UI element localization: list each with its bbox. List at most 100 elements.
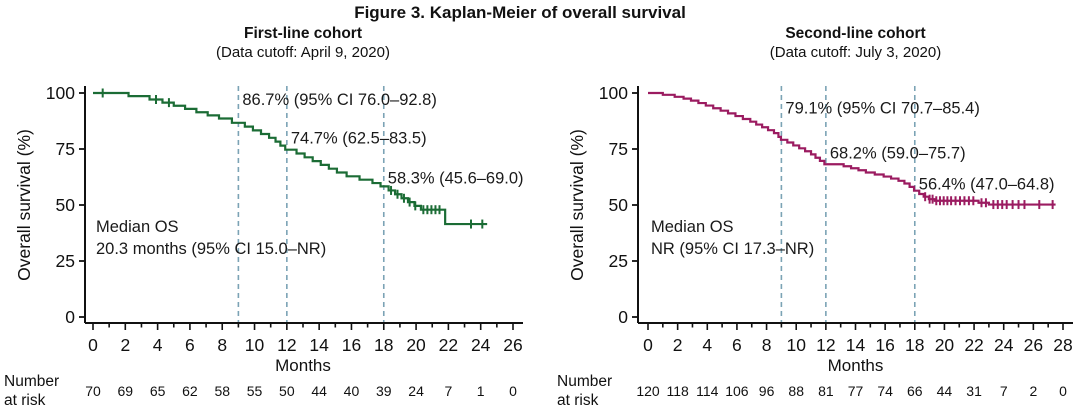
number-at-risk-value: 44 — [311, 383, 327, 399]
number-at-risk-value: 65 — [150, 383, 166, 399]
panel-second-line: Second-line cohort (Data cutoff: July 3,… — [540, 0, 1080, 414]
cohort-title: Second-line cohort — [785, 25, 926, 42]
number-at-risk-value: 70 — [85, 383, 101, 399]
landmark-label: 68.2% (59.0–75.7) — [830, 145, 966, 163]
number-at-risk-value: 88 — [788, 383, 804, 399]
x-tick-label: 10 — [786, 335, 806, 355]
km-curve — [648, 91, 1056, 206]
x-tick-label: 18 — [905, 335, 924, 355]
cohort-header-second-line: Second-line cohort (Data cutoff: July 3,… — [648, 25, 1063, 62]
number-at-risk-value: 81 — [818, 383, 834, 399]
x-axis-label: Months — [828, 356, 884, 375]
x-tick-label: 12 — [277, 335, 296, 355]
figure-title: Figure 3. Kaplan-Meier of overall surviv… — [354, 3, 686, 22]
cohort-subtitle: (Data cutoff: July 3, 2020) — [769, 43, 942, 61]
number-at-risk-value: 31 — [966, 383, 982, 399]
median-os-line1: Median OS — [651, 218, 734, 236]
landmark-label: 79.1% (95% CI 70.7–85.4) — [785, 100, 979, 118]
median-os-line2: NR (95% CI 17.3–NR) — [651, 240, 814, 258]
x-tick-label: 20 — [406, 335, 426, 355]
x-axis-label: Months — [275, 356, 331, 375]
y-axis-label: Overall survival (%) — [567, 129, 587, 281]
x-tick-label: 18 — [374, 335, 393, 355]
number-at-risk-value: 66 — [907, 383, 923, 399]
number-at-risk-value: 74 — [877, 383, 893, 399]
x-tick-label: 10 — [245, 335, 265, 355]
y-axis-label: Overall survival (%) — [14, 129, 34, 281]
y-tick-label: 0 — [618, 307, 628, 327]
x-tick-label: 24 — [471, 335, 491, 355]
x-tick-label: 8 — [762, 335, 772, 355]
cohort-subtitle: (Data cutoff: April 9, 2020) — [216, 43, 390, 61]
y-tick-label: 25 — [609, 251, 628, 271]
number-at-risk-value: 96 — [759, 383, 775, 399]
panel-first-line: First-line cohort (Data cutoff: April 9,… — [4, 25, 524, 409]
number-at-risk-value: 114 — [696, 383, 719, 399]
x-tick-label: 6 — [732, 335, 742, 355]
x-tick-label: 16 — [342, 335, 361, 355]
number-at-risk-value: 58 — [214, 383, 230, 399]
x-tick-label: 4 — [153, 335, 163, 355]
x-tick-label: 22 — [439, 335, 458, 355]
number-at-risk-value: 69 — [118, 383, 134, 399]
landmark-label: 58.3% (45.6–69.0) — [388, 170, 524, 188]
number-at-risk-value: 77 — [848, 383, 864, 399]
number-at-risk-value: 7 — [1000, 383, 1008, 399]
number-at-risk-value: 40 — [344, 383, 360, 399]
number-at-risk-value: 2 — [1029, 383, 1037, 399]
x-tick-label: 8 — [217, 335, 227, 355]
number-at-risk-value: 120 — [636, 383, 660, 399]
x-tick-label: 24 — [994, 335, 1014, 355]
y-tick-label: 75 — [609, 139, 628, 159]
x-tick-label: 28 — [1053, 335, 1072, 355]
x-tick-label: 26 — [503, 335, 522, 355]
number-at-risk-value: 7 — [444, 383, 452, 399]
x-tick-label: 26 — [1024, 335, 1043, 355]
number-at-risk-value: 1 — [477, 383, 485, 399]
cohort-title: First-line cohort — [244, 25, 362, 42]
x-tick-label: 0 — [88, 335, 98, 355]
landmark-label: 86.7% (95% CI 76.0–92.8) — [242, 91, 436, 109]
x-tick-label: 6 — [185, 335, 195, 355]
number-at-risk-value: 55 — [247, 383, 263, 399]
y-tick-label: 75 — [56, 139, 75, 159]
x-tick-label: 12 — [816, 335, 835, 355]
x-tick-label: 2 — [673, 335, 683, 355]
x-tick-label: 16 — [875, 335, 894, 355]
x-tick-label: 14 — [846, 335, 866, 355]
number-at-risk-value: 62 — [182, 383, 198, 399]
landmark-label: 74.7% (62.5–83.5) — [291, 129, 427, 147]
number-at-risk-value: 0 — [509, 383, 517, 399]
x-tick-label: 22 — [964, 335, 983, 355]
number-at-risk-label: at risk — [4, 392, 46, 409]
median-os-line2: 20.3 months (95% CI 15.0–NR) — [96, 240, 326, 258]
number-at-risk-value: 39 — [376, 383, 392, 399]
x-tick-label: 14 — [309, 335, 329, 355]
y-tick-label: 50 — [609, 195, 629, 215]
median-os-line1: Median OS — [96, 218, 179, 236]
number-at-risk-value: 118 — [666, 383, 689, 399]
cohort-header-first-line: First-line cohort (Data cutoff: April 9,… — [93, 25, 513, 62]
number-at-risk-value: 44 — [937, 383, 953, 399]
number-at-risk-value: 24 — [408, 383, 424, 399]
number-at-risk-label: Number — [557, 373, 612, 390]
y-tick-label: 50 — [56, 195, 76, 215]
number-at-risk-label: at risk — [557, 392, 599, 409]
x-tick-label: 4 — [702, 335, 712, 355]
number-at-risk-value: 0 — [1059, 383, 1067, 399]
number-at-risk-label: Number — [4, 373, 59, 390]
x-tick-label: 2 — [120, 335, 130, 355]
y-tick-label: 100 — [599, 83, 628, 103]
x-tick-label: 20 — [935, 335, 955, 355]
km-curve — [93, 91, 488, 226]
y-tick-label: 0 — [65, 307, 75, 327]
y-tick-label: 100 — [46, 83, 75, 103]
x-tick-label: 0 — [643, 335, 653, 355]
y-tick-label: 25 — [56, 251, 75, 271]
landmark-label: 56.4% (47.0–64.8) — [919, 175, 1055, 193]
number-at-risk-value: 106 — [725, 383, 749, 399]
number-at-risk-value: 50 — [279, 383, 295, 399]
